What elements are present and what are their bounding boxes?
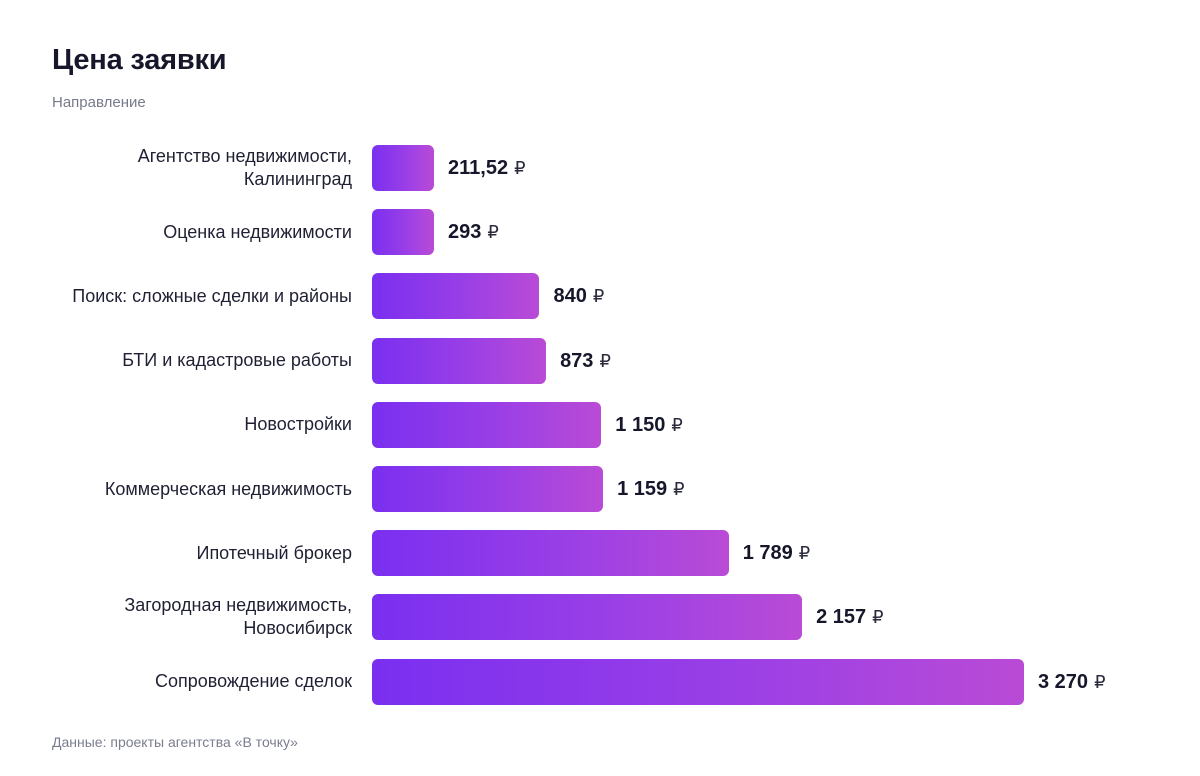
currency-symbol: ₽ [671, 414, 683, 435]
category-label: Загородная недвижимость, Новосибирск [124, 595, 352, 639]
chart-subtitle: Направление [52, 94, 146, 111]
bar [372, 594, 803, 641]
bar-value-label: 2 157 ₽ [816, 594, 884, 640]
currency-symbol: ₽ [592, 286, 605, 307]
bar [372, 401, 602, 448]
bar [372, 466, 604, 512]
category-label: Оценка недвижимости [163, 221, 352, 242]
currency-symbol: ₽ [514, 158, 526, 178]
value-number: 840 [553, 285, 587, 308]
category-label: Сопровождение сделок [154, 671, 352, 692]
bar [372, 337, 547, 384]
currency-symbol: ₽ [673, 479, 685, 499]
value-number: 1 150 [615, 413, 666, 436]
bar-value-label: 1 150 ₽ [615, 402, 683, 448]
bar-value-label: 3 270 ₽ [1038, 659, 1106, 705]
currency-symbol: ₽ [1094, 671, 1106, 692]
currency-symbol: ₽ [599, 350, 611, 371]
bar-value-label: 1 159 ₽ [617, 466, 685, 512]
bar [372, 145, 434, 191]
bar-value-label: 211,52 ₽ [448, 145, 526, 191]
chart-title: Цена заявки [52, 44, 227, 76]
category-label: Поиск: сложные сделки и районы [72, 285, 352, 306]
currency-symbol: ₽ [487, 222, 499, 243]
category-label: Новостройки [244, 414, 352, 435]
currency-symbol: ₽ [872, 607, 884, 628]
category-label: Коммерческая недвижимость [104, 478, 352, 499]
value-number: 873 [560, 349, 594, 372]
bar [372, 273, 540, 320]
bar-value-label: 873 ₽ [560, 338, 611, 384]
category-label: Агентство недвижимости, Калининград [137, 146, 352, 189]
category-label: БТИ и кадастровые работы [122, 350, 352, 371]
value-number: 2 157 [816, 606, 867, 629]
bar-value-label: 293 ₽ [448, 209, 499, 255]
bar [372, 209, 434, 256]
bar [372, 658, 1024, 705]
data-source-note: Данные: проекты агентства «В точку» [52, 734, 298, 750]
value-number: 1 159 [617, 478, 668, 500]
bar-value-label: 1 789 ₽ [743, 530, 811, 576]
value-number: 1 789 [742, 542, 793, 565]
bar-value-label: 840 ₽ [553, 273, 604, 319]
currency-symbol: ₽ [798, 543, 811, 564]
bar [372, 530, 729, 577]
category-label: Ипотечный брокер [196, 542, 353, 563]
value-number: 211,52 [448, 157, 509, 179]
value-number: 293 [448, 221, 482, 244]
value-number: 3 270 [1038, 670, 1089, 693]
